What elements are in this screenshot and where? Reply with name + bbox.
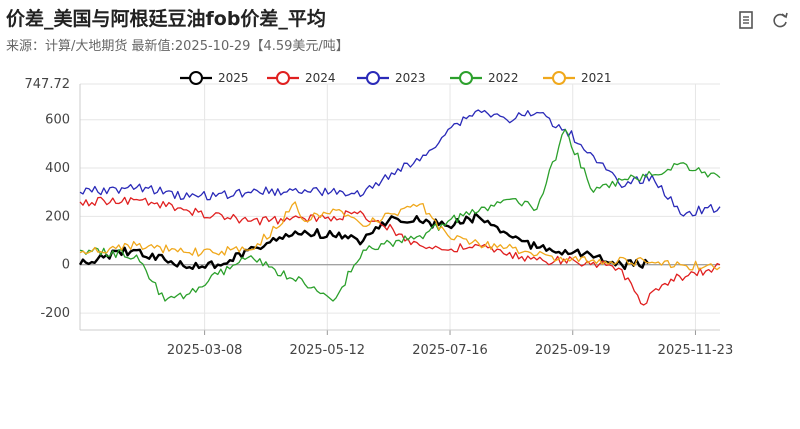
y-tick-label: 200 [45,209,70,224]
y-tick-label: 747.72 [25,77,71,92]
y-tick-label: 400 [45,161,70,176]
chart-toolbar [734,8,792,32]
chart-title: 价差_美国与阿根廷豆油fob价差_平均 [6,8,326,30]
y-tick-label: 0 [62,258,70,273]
chart-subtitle: 来源：计算/大地期货 最新值:2025-10-29【4.59美元/吨】 [6,39,349,54]
legend-marker-2025 [189,71,203,85]
y-tick-label: -200 [40,306,70,321]
series-line-2023 [79,109,721,217]
legend-marker-2022 [459,71,473,85]
x-tick-label: 2025-09-19 [535,343,611,358]
series-line-2025 [78,212,650,271]
legend-marker-2024 [276,71,290,85]
x-tick-label: 2025-11-23 [658,343,734,358]
x-tick-label: 2025-05-12 [290,343,366,358]
series-line-2021 [79,201,721,271]
legend-label-2024: 2024 [305,71,336,85]
y-tick-label: 600 [45,113,70,128]
legend-label-2021: 2021 [581,71,612,85]
x-tick-label: 2025-03-08 [167,343,243,358]
legend-label-2023: 2023 [395,71,426,85]
refresh-icon[interactable] [768,8,792,32]
legend-marker-2021 [552,71,566,85]
series-line-2024 [79,196,721,306]
line-chart: 747.72 600 400 200 0 -200 2025-03-08 2025-05-12… [25,71,734,358]
legend-label-2022: 2022 [488,71,519,85]
document-icon[interactable] [734,8,758,32]
legend-marker-2023 [366,71,380,85]
legend-label-2025: 2025 [218,71,249,85]
x-tick-label: 2025-07-16 [412,343,488,358]
series-line-2022 [79,128,721,302]
